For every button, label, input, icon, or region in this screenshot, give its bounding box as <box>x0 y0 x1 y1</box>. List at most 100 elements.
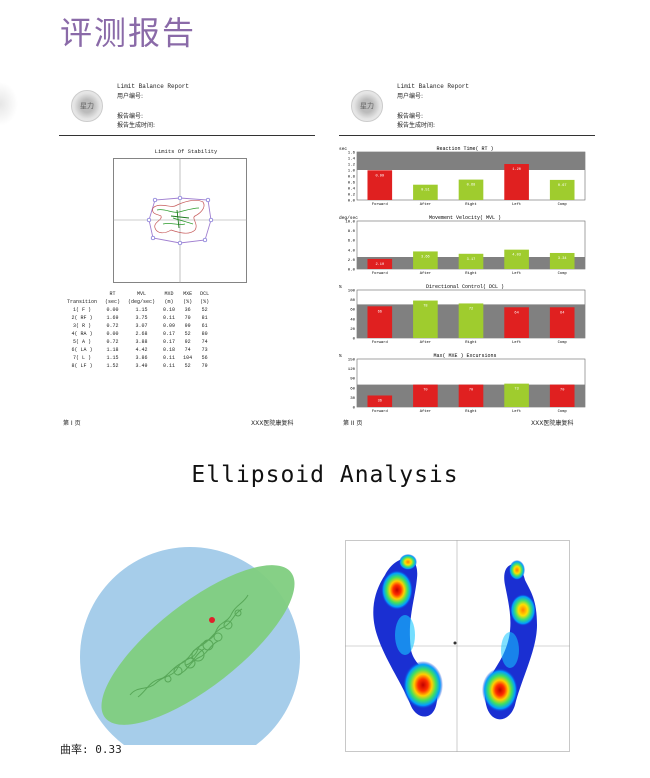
bar <box>367 170 393 200</box>
report-header-title: Limit Balance Report <box>117 83 190 90</box>
y-tick-label: 2.0 <box>348 259 356 263</box>
table-cell: 0.11 <box>163 355 176 361</box>
bar <box>413 300 438 338</box>
table-cell: 7( L ) <box>73 355 92 361</box>
table-cell: 99 <box>184 323 191 329</box>
x-tick-label: After <box>420 409 431 414</box>
header-divider <box>339 135 595 136</box>
bar-value-label: 0.68 <box>467 184 476 188</box>
center-point <box>209 617 215 623</box>
report-page-left: 星力 Limit Balance Report 用户编号: 报告编号: 报告生成… <box>55 70 317 430</box>
x-tick-label: Comp <box>558 410 568 414</box>
bar <box>549 384 575 407</box>
y-tick-label: 80 <box>350 299 355 303</box>
bar-chart-title: Max( MXE ) Excursions <box>433 353 496 359</box>
table-header-cell: (deg/sec) <box>128 299 156 305</box>
logo-text: 星力 <box>80 102 94 110</box>
report-logo: 星力 <box>351 90 383 122</box>
table-cell: 1( F ) <box>73 307 92 313</box>
sway-trace <box>129 594 249 698</box>
right-foot <box>482 560 537 720</box>
table-cell: 1.15 <box>135 307 148 313</box>
table-cell: 0.18 <box>163 347 176 353</box>
bar-chart-title: Reaction Time( RT ) <box>436 146 493 152</box>
table-cell: 61 <box>201 323 208 329</box>
x-tick-label: Left <box>512 409 521 414</box>
bar <box>549 307 575 338</box>
x-tick-label: After <box>420 340 431 345</box>
bar <box>458 253 484 269</box>
report-no-label: 报告编号: <box>117 113 144 120</box>
bar <box>367 395 393 407</box>
bar-value-label: 70 <box>560 389 564 393</box>
table-cell: 0.72 <box>106 323 119 329</box>
table-cell: 6( LA ) <box>71 347 93 353</box>
report-page-right: 星力 Limit Balance Report 用户编号: 报告编号: 报告生成… <box>335 70 597 430</box>
left-foot <box>373 554 443 717</box>
table-cell: 52 <box>184 331 191 337</box>
table-cell: 79 <box>201 363 208 369</box>
stability-chart <box>113 158 247 283</box>
table-header-cell: MVL <box>137 291 147 297</box>
ellipsoid-analysis-title: Ellipsoid Analysis <box>191 462 459 488</box>
generated-time-label: 报告生成时间: <box>397 122 436 129</box>
x-tick-label: Right <box>465 202 476 207</box>
bar-value-label: 78 <box>423 305 427 309</box>
x-tick-label: Right <box>465 340 476 345</box>
x-tick-label: After <box>420 271 431 276</box>
table-row: 1( F ) 0.00 1.15 0.10 36 52 <box>63 306 213 314</box>
report-logo: 星力 <box>71 90 103 122</box>
y-tick-label: 1.6 <box>348 152 356 156</box>
y-tick-label: 1.2 <box>348 164 356 168</box>
table-cell: 3.49 <box>135 363 148 369</box>
bar-value-label: 66 <box>378 310 382 314</box>
y-tick-label: 0 <box>353 407 356 411</box>
bar <box>367 306 393 338</box>
table-cell: 1.52 <box>106 363 119 369</box>
bar <box>458 384 484 407</box>
table-cell: 4.42 <box>135 347 148 353</box>
table-row: 8( LF ) 1.52 3.49 0.11 52 79 <box>63 362 213 370</box>
table-cell: 74 <box>184 347 191 353</box>
y-tick-label: 0.8 <box>348 176 356 180</box>
bar <box>413 184 438 200</box>
bar-value-label: 72 <box>469 307 473 311</box>
table-header-cell: (m) <box>164 299 174 305</box>
y-tick-label: 60 <box>350 309 355 313</box>
table-cell: 0.10 <box>163 307 176 313</box>
table-header-cell <box>63 290 101 298</box>
table-cell: 5( A ) <box>73 339 92 345</box>
bar-chart-ylabel: % <box>339 353 342 359</box>
table-row: 4( RA ) 0.00 2.68 0.17 52 80 <box>63 330 213 338</box>
cop-marker <box>453 641 457 645</box>
table-row: 7( L ) 1.15 3.86 0.11 104 56 <box>63 354 213 362</box>
bar <box>458 179 484 200</box>
table-cell: 80 <box>201 331 208 337</box>
bar-value-label: 36 <box>378 399 382 403</box>
y-tick-label: 1.4 <box>348 158 356 162</box>
y-tick-label: 90 <box>350 378 355 382</box>
table-header-cell: (%) <box>183 299 193 305</box>
bar-value-label: 3.34 <box>558 257 567 261</box>
table-cell: 92 <box>184 339 191 345</box>
y-tick-label: 6.0 <box>348 240 356 244</box>
table-cell: 1.69 <box>106 315 119 321</box>
x-tick-label: Forward <box>372 202 388 207</box>
table-cell: 3( R ) <box>73 323 92 329</box>
bar-value-label: 3.66 <box>421 255 430 259</box>
stability-table: RT MVL MXD MXE DCL Transition (sec) (deg… <box>63 290 213 370</box>
y-tick-label: 60 <box>350 387 355 391</box>
y-tick-label: 10.0 <box>345 221 355 225</box>
footer-org-left: XXX医院康复科 <box>251 420 294 427</box>
table-cell: 73 <box>201 347 208 353</box>
bar-value-label: 64 <box>560 311 564 315</box>
table-cell: 4( RA ) <box>71 331 93 337</box>
x-tick-label: Right <box>465 409 476 414</box>
bar-chart-ylabel: deg/sec <box>339 215 358 221</box>
header-divider <box>59 135 315 136</box>
table-cell: 36 <box>184 307 191 313</box>
table-header-cell: (%) <box>200 299 210 305</box>
bar-value-label: 0.51 <box>421 189 430 193</box>
table-cell: 8( LF ) <box>71 363 93 369</box>
table-cell: 1.15 <box>106 355 119 361</box>
